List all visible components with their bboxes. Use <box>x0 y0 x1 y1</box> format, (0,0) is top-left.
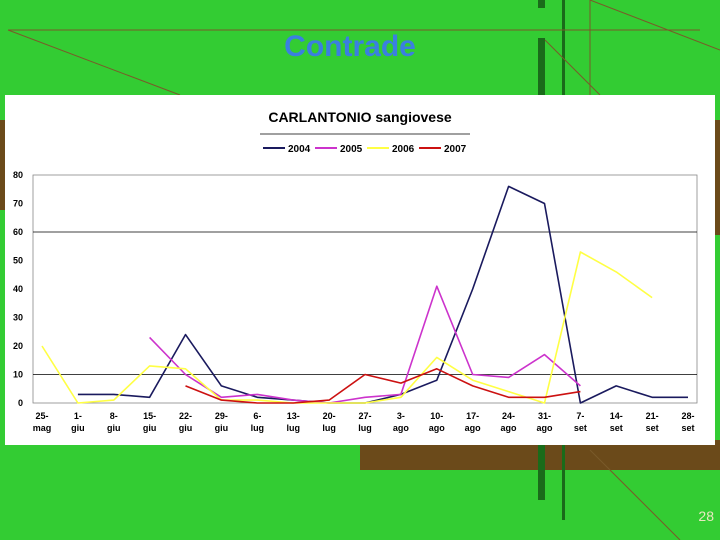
x-tick-label: 20- <box>323 411 336 421</box>
y-tick-label: 80 <box>13 170 23 180</box>
y-tick-label: 10 <box>13 370 23 380</box>
x-tick-label: lug <box>322 423 336 433</box>
y-tick-label: 50 <box>13 256 23 266</box>
x-tick-label: lug <box>251 423 265 433</box>
series-line-2005 <box>149 285 581 404</box>
series-line-2007 <box>185 367 581 404</box>
x-tick-label: giu <box>179 423 193 433</box>
x-tick-label: 28- <box>682 411 695 421</box>
series-line-2006 <box>41 251 653 404</box>
legend-label-2007: 2007 <box>444 144 467 155</box>
x-tick-label: 7- <box>576 411 584 421</box>
x-tick-label: 15- <box>143 411 156 421</box>
x-tick-label: lug <box>286 423 300 433</box>
x-tick-label: 6- <box>253 411 261 421</box>
x-tick-label: 14- <box>610 411 623 421</box>
x-tick-label: 17- <box>466 411 479 421</box>
x-tick-label: lug <box>358 423 372 433</box>
x-tick-label: 10- <box>430 411 443 421</box>
x-tick-label: set <box>574 423 587 433</box>
y-tick-label: 20 <box>13 341 23 351</box>
x-tick-label: 8- <box>110 411 118 421</box>
x-tick-label: set <box>682 423 695 433</box>
x-tick-label: set <box>610 423 623 433</box>
legend-label-2006: 2006 <box>392 144 415 155</box>
legend-label-2004: 2004 <box>288 144 311 155</box>
x-tick-label: giu <box>143 423 157 433</box>
x-tick-label: ago <box>393 423 410 433</box>
x-tick-label: giu <box>107 423 121 433</box>
x-tick-label: set <box>646 423 659 433</box>
y-tick-label: 30 <box>13 313 23 323</box>
x-tick-label: 29- <box>215 411 228 421</box>
chart-container: CARLANTONIO sangiovese 2004 2005 2006 2007 0 1… <box>5 95 715 445</box>
x-tick-label: 21- <box>646 411 659 421</box>
x-tick-label: ago <box>536 423 553 433</box>
x-tick-label: 3- <box>397 411 405 421</box>
x-tick-label: 13- <box>287 411 300 421</box>
slide-title: Contrade <box>284 30 416 63</box>
y-tick-label: 40 <box>13 284 23 294</box>
chart-title: CARLANTONIO sangiovese <box>268 109 452 125</box>
legend-label-2005: 2005 <box>340 144 363 155</box>
x-tick-label: ago <box>465 423 482 433</box>
y-tick-label: 0 <box>18 398 23 408</box>
x-tick-label: 24- <box>502 411 515 421</box>
x-tick-label: ago <box>501 423 518 433</box>
x-tick-label: giu <box>215 423 229 433</box>
x-tick-label: 25- <box>35 411 48 421</box>
y-tick-label: 60 <box>13 227 23 237</box>
page-number: 28 <box>698 508 714 524</box>
x-tick-label: 22- <box>179 411 192 421</box>
series-line-2004 <box>77 185 688 404</box>
x-tick-label: 27- <box>358 411 371 421</box>
x-tick-label: giu <box>71 423 85 433</box>
x-tick-label: mag <box>33 423 52 433</box>
plot-area <box>32 174 698 404</box>
x-tick-label: ago <box>429 423 446 433</box>
x-tick-label: 1- <box>74 411 82 421</box>
y-tick-label: 70 <box>13 199 23 209</box>
x-tick-label: 31- <box>538 411 551 421</box>
